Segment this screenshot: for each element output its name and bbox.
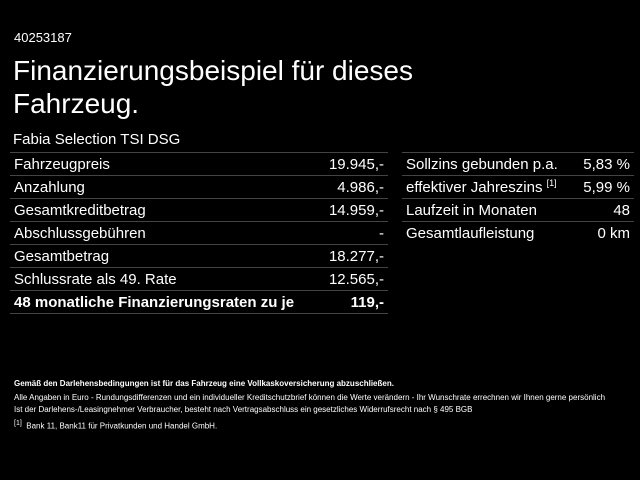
value: 4.986,- [320, 175, 388, 199]
value: 14.959,- [320, 198, 388, 222]
value: 5,99 % [574, 175, 634, 199]
value: 0 km [574, 221, 634, 244]
label: Anzahlung [10, 175, 321, 199]
row: Schlussrate als 49. Rate 12.565,- [10, 267, 388, 291]
label: Abschlussgebühren [10, 221, 321, 245]
rate-table: Sollzins gebunden p.a. 5,83 % effektiver J… [402, 152, 634, 244]
finance-table: Fahrzeugpreis 19.945,- Anzahlung 4.986,- Ges… [10, 152, 388, 314]
label: Fahrzeugpreis [10, 152, 321, 176]
row: Laufzeit in Monaten 48 [402, 198, 634, 222]
label-text: Laufzeit in Monaten [406, 201, 537, 219]
label-text: Sollzins gebunden p.a. [406, 155, 558, 173]
row: Gesamtlaufleistung 0 km [402, 221, 634, 244]
row: 48 monatliche Finanzierungsraten zu je 11… [10, 290, 388, 314]
label-text: effektiver Jahreszins [406, 179, 543, 196]
label: 48 monatliche Finanzierungsraten zu je [10, 290, 321, 314]
footnote-ref: [1] [546, 178, 557, 188]
value: 5,83 % [574, 152, 634, 176]
title: Finanzierungsbeispiel für dieses Fahrzeu… [13, 55, 413, 119]
value: 18.277,- [320, 244, 388, 268]
value: 119,- [320, 290, 388, 314]
label: effektiver Jahreszins [1] [402, 175, 575, 199]
label-text: Fahrzeugpreis [14, 155, 110, 173]
label: Gesamtlaufleistung [402, 221, 575, 244]
label-text: Gesamtkreditbetrag [14, 201, 146, 219]
label-text: Abschlussgebühren [14, 224, 146, 242]
label-text: Gesamtbetrag [14, 247, 110, 265]
row: effektiver Jahreszins [1] 5,99 % [402, 175, 634, 199]
label-text: 48 monatliche Finanzierungsraten zu je [14, 293, 295, 311]
value: 48 [574, 198, 634, 222]
row: Sollzins gebunden p.a. 5,83 % [402, 152, 634, 176]
value: 12.565,- [320, 267, 388, 291]
note: Alle Angaben in Euro - Rundungsdifferenz… [14, 393, 606, 402]
note: Ist der Darlehens-/Leasingnehmer Verbrau… [14, 405, 473, 414]
footnote: [1] Bank 11, Bank11 für Privatkunden und… [14, 420, 217, 431]
label: Sollzins gebunden p.a. [402, 152, 575, 176]
footnote-marker: [1] [14, 420, 22, 427]
label: Gesamtkreditbetrag [10, 198, 321, 222]
value: - [320, 221, 388, 245]
note-bold: Gemäß den Darlehensbedingungen ist für d… [14, 379, 394, 388]
vehicle-id: 40253187 [14, 30, 72, 45]
footnote-text: Bank 11, Bank11 für Privatkunden und Han… [26, 421, 218, 431]
label-text: Schlussrate als 49. Rate [14, 270, 177, 288]
row: Gesamtkreditbetrag 14.959,- [10, 198, 388, 222]
label: Gesamtbetrag [10, 244, 321, 268]
row: Anzahlung 4.986,- [10, 175, 388, 199]
label-text: Gesamtlaufleistung [406, 224, 535, 242]
subtitle: Fabia Selection TSI DSG [13, 131, 181, 148]
label-text: Anzahlung [14, 178, 85, 196]
row: Gesamtbetrag 18.277,- [10, 244, 388, 268]
row: Abschlussgebühren - [10, 221, 388, 245]
value: 19.945,- [320, 152, 388, 176]
label: Schlussrate als 49. Rate [10, 267, 321, 291]
label: Laufzeit in Monaten [402, 198, 575, 222]
row: Fahrzeugpreis 19.945,- [10, 152, 388, 176]
